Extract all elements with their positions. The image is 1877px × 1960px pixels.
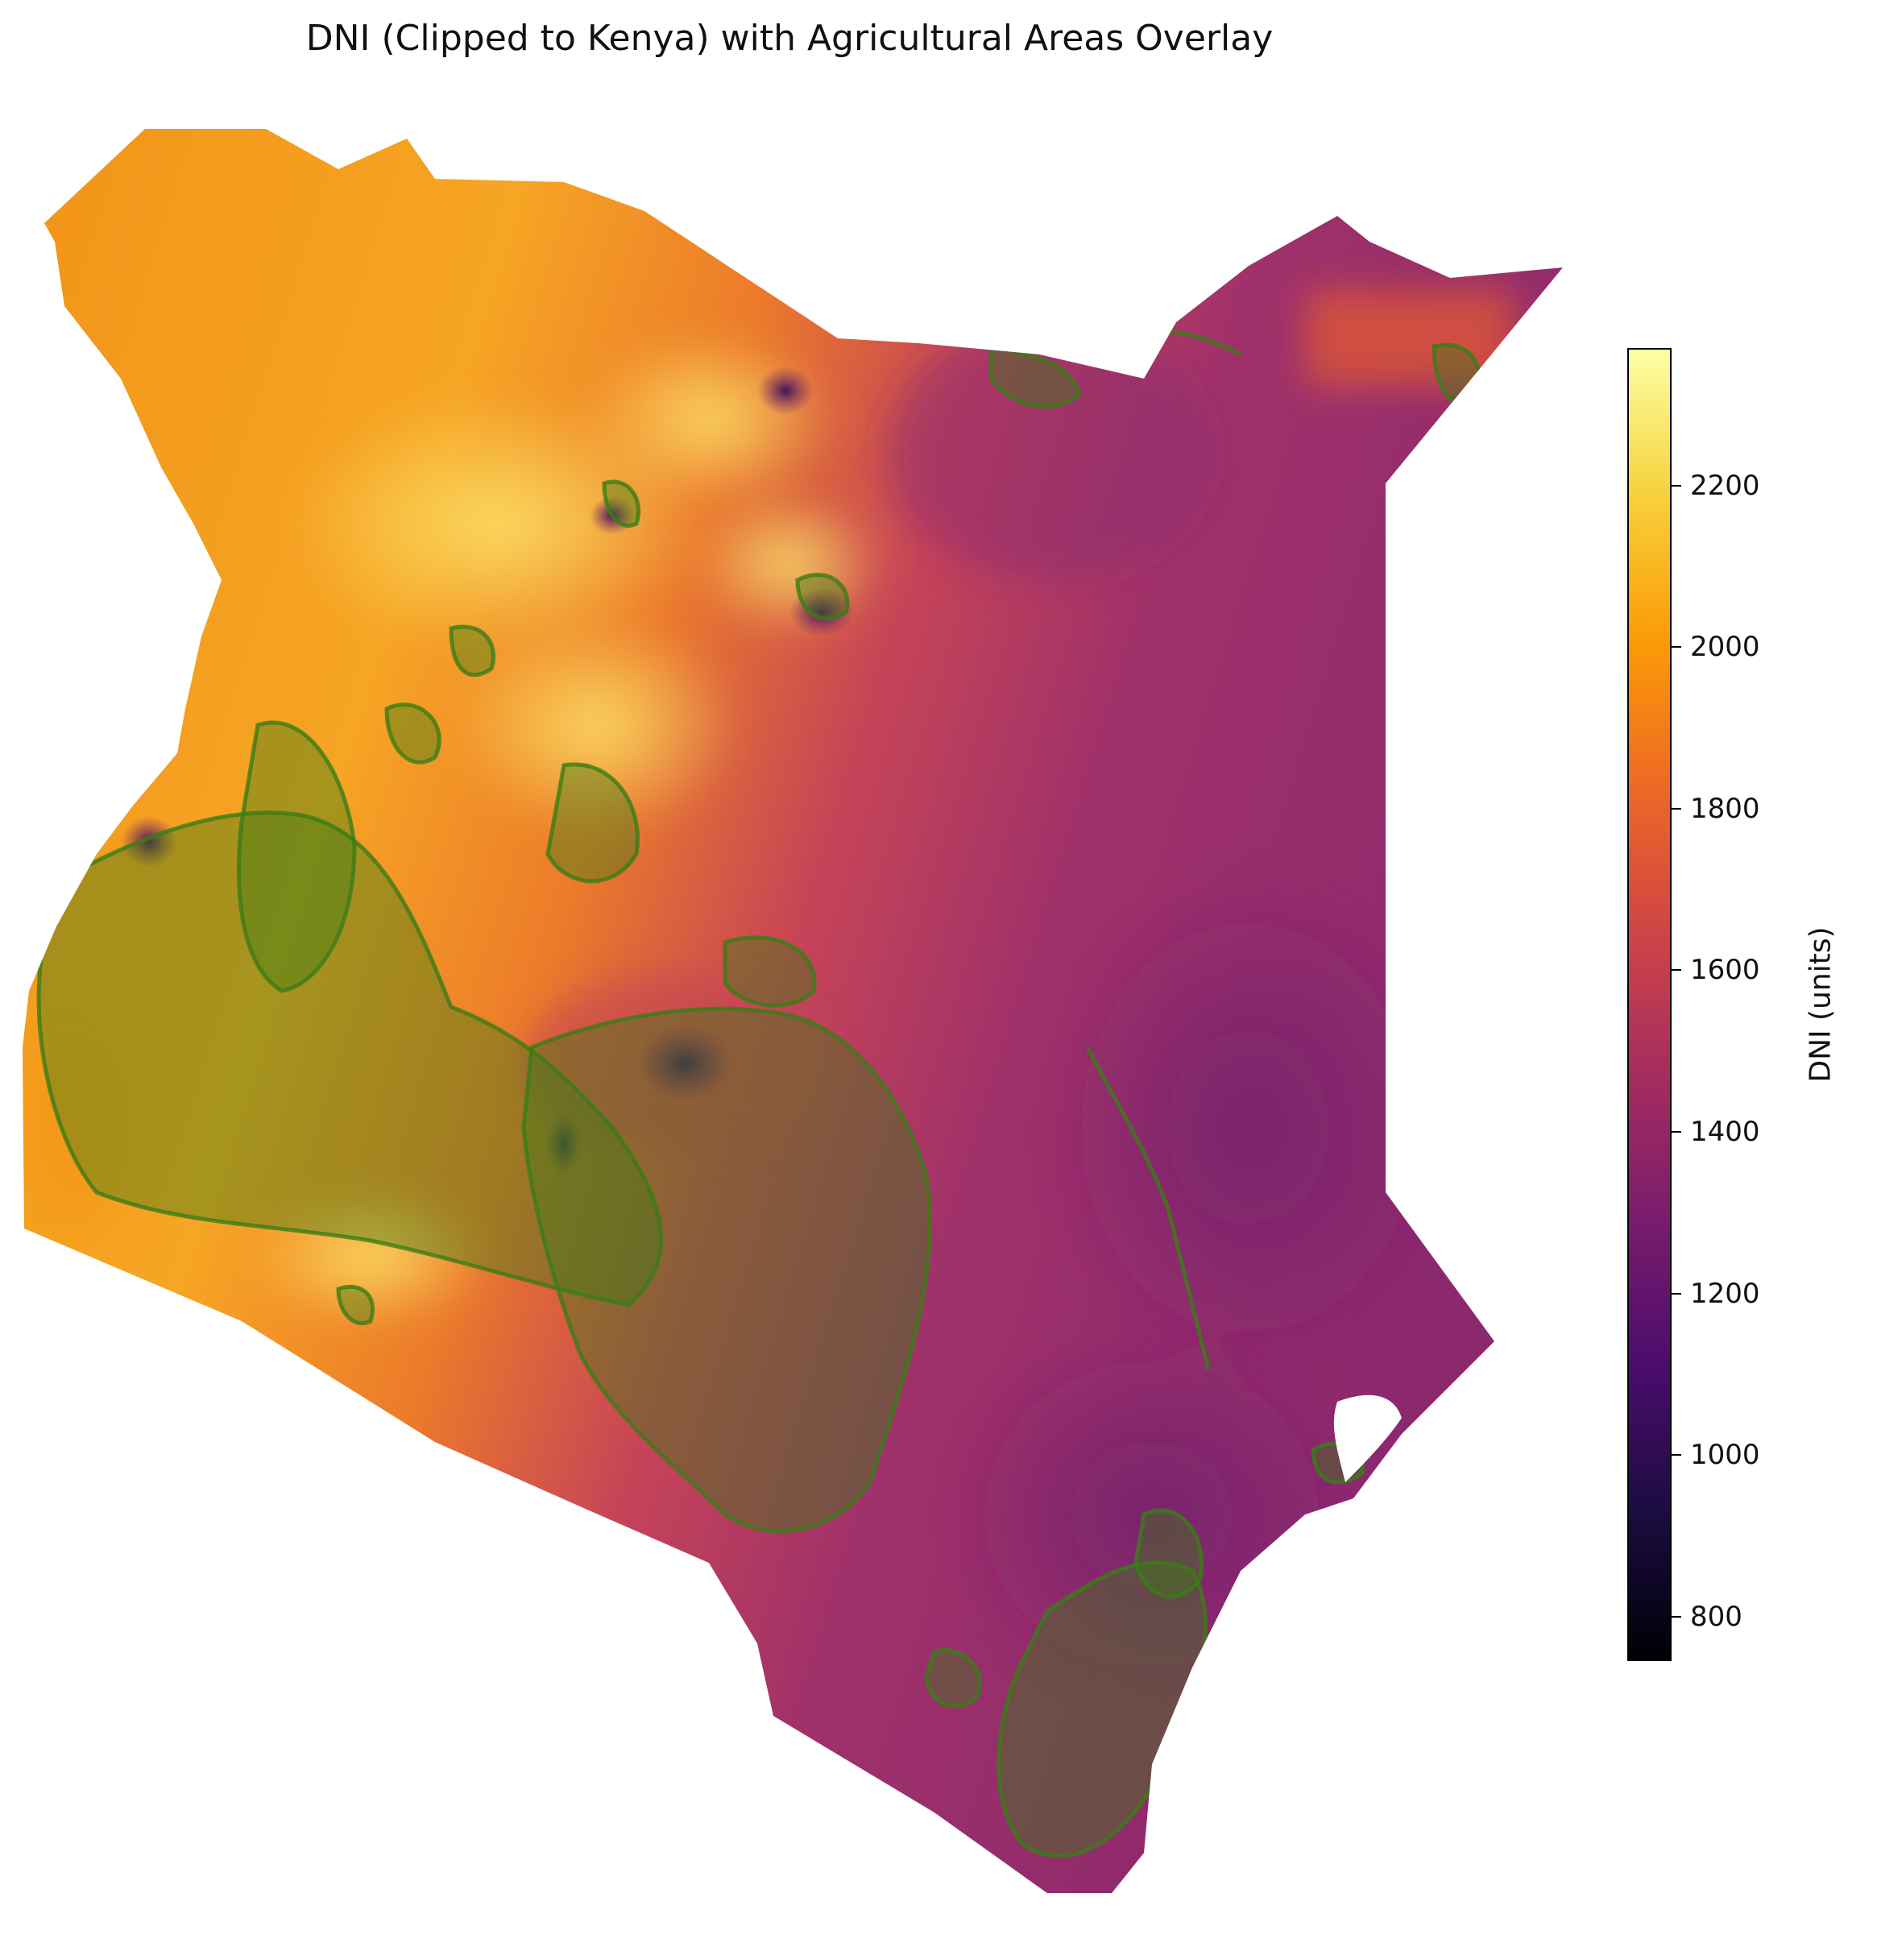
colorbar-tick-label: 1600 <box>1690 954 1760 987</box>
colorbar-tick <box>1672 484 1681 487</box>
colorbar-tick <box>1672 1615 1681 1618</box>
colorbar-tick <box>1672 1292 1681 1295</box>
colorbar-tick-label: 1200 <box>1690 1277 1760 1310</box>
colorbar: 800 1000 1200 1400 1600 1800 2000 2200 DNI (uni… <box>1627 348 1869 1669</box>
colorbar-tick <box>1672 969 1681 972</box>
figure-title: DNI (Clipped to Kenya) with Agricultural… <box>305 18 1274 59</box>
colorbar-tick <box>1672 1130 1681 1133</box>
colorbar-tick-label: 2200 <box>1690 469 1760 502</box>
colorbar-tick <box>1672 646 1681 648</box>
colorbar-gradient <box>1627 348 1672 1661</box>
dni-raster <box>23 129 1563 1893</box>
colorbar-tick <box>1672 807 1681 810</box>
agricultural-areas-overlay <box>36 329 1481 1858</box>
colorbar-tick-label: 1000 <box>1690 1439 1760 1472</box>
colorbar-label: DNI (units) <box>1804 926 1838 1083</box>
colorbar-tick <box>1672 1454 1681 1457</box>
colorbar-tick-label: 800 <box>1690 1600 1742 1633</box>
colorbar-tick-label: 1800 <box>1690 792 1760 825</box>
coastal-gap <box>1333 1394 1402 1482</box>
colorbar-tick-label: 1400 <box>1690 1115 1760 1148</box>
colorbar-tick-label: 2000 <box>1690 631 1760 664</box>
